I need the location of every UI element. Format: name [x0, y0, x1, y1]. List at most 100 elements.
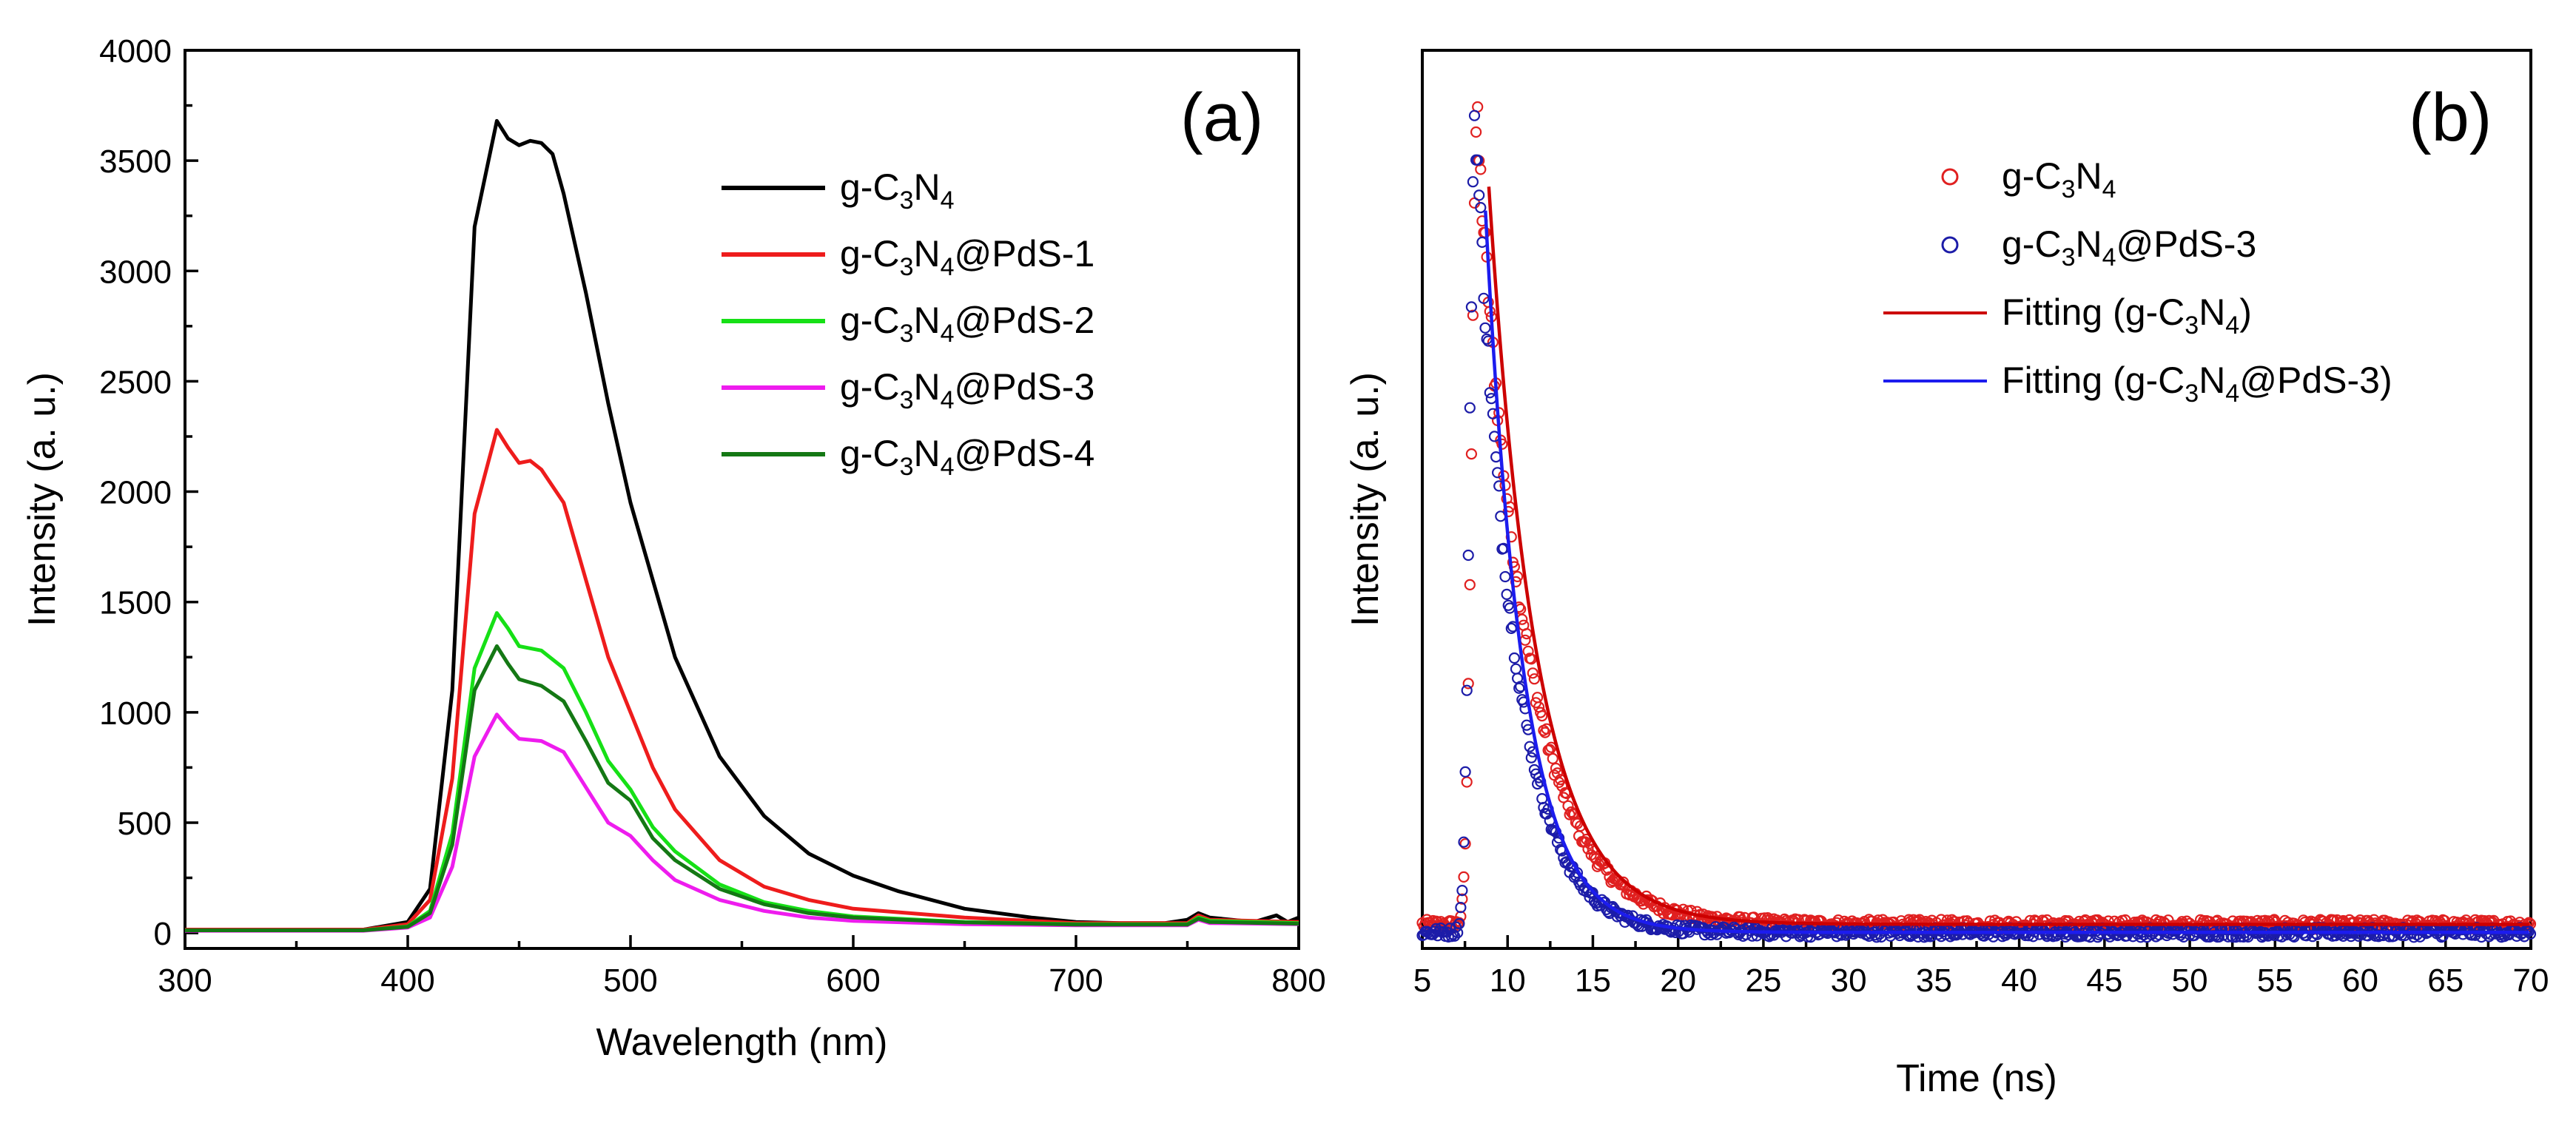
panel-b-point-0 [1459, 837, 1471, 850]
panel-b-x-tick-label: 5 [1413, 963, 1431, 999]
panel-a-legend-label-2-part: 3 [900, 320, 914, 348]
panel-a-legend-label-4: g-C3N4@PdS-4 [840, 433, 1094, 481]
panel-b-legend-label-2-part: 4 [2225, 311, 2239, 340]
panel-b-legend-label-1-part: 4 [2102, 243, 2116, 272]
panel-a-legend-label-1-part: 3 [900, 253, 914, 281]
panel-b-legend-label-1-part: 3 [2062, 243, 2076, 272]
panel-a-legend-label-4-part: g-C [840, 433, 900, 474]
panel-a-legend-label-0-part: g-C [840, 166, 900, 208]
panel-b-point-1 [1462, 549, 1474, 562]
panel-b-point-0 [1521, 627, 1533, 640]
panel-a-x-tick-label: 300 [158, 963, 212, 999]
panel-b-legend-label-2: Fitting (g-C3N4) [2002, 291, 2252, 340]
panel-b-x-tick-label: 45 [2086, 963, 2122, 999]
panel-b-point-0 [1536, 709, 1548, 722]
panel-b-legend-label-1-part: N [2076, 223, 2102, 265]
panel-a-legend-label-1-part: g-C [840, 233, 900, 274]
panel-a-legend-label-3-part: N [914, 366, 941, 408]
panel-b-label: (b) [2409, 80, 2492, 155]
panel-b-legend-label-3-part: 4 [2225, 380, 2239, 408]
panel-b-point-1 [1495, 510, 1507, 522]
panel-b-legend-label-3-part: N [2199, 360, 2225, 401]
panel-b-point-0 [1456, 893, 1468, 905]
panel-b-point-1 [1456, 884, 1468, 897]
panel-b-point-1 [1485, 393, 1497, 405]
panel-b-ticks: 5 10 15 20 25 30 35 40 45 50 55 60 65 70 [1413, 935, 2549, 999]
panel-b-x-tick-label: 15 [1575, 963, 1611, 999]
panel-b-point-1 [1458, 836, 1470, 848]
panel-b-point-1 [1450, 921, 1462, 933]
panel-a-ticks: 300 400 500 600 700 800 0 500 1000 1500 2000 2500 30… [99, 33, 1326, 999]
panel-b-point-1 [1461, 684, 1473, 696]
panel-b-point-1 [1459, 766, 1471, 778]
panel-a: 300 400 500 600 700 800 0 500 1000 1500 2000 2500 30… [21, 33, 1326, 1064]
panel-b-point-0 [1527, 667, 1538, 679]
panel-a-legend-label-2-part: N [914, 300, 941, 341]
panel-b-y-axis-label: Intensity (a. u.) [1344, 372, 1387, 627]
panel-a-series-line-2 [185, 611, 1299, 932]
panel-b-legend-label-3-part: Fitting (g-C [2002, 360, 2185, 401]
panel-a-y-tick-label: 0 [154, 916, 172, 952]
panel-b-point-0 [1458, 871, 1470, 883]
panel-b-legend-label-1-part: @PdS-3 [2116, 223, 2257, 265]
panel-b-point-0 [1565, 806, 1577, 818]
panel-a-legend-label-3: g-C3N4@PdS-3 [840, 366, 1094, 414]
panel-b-x-tick-label: 40 [2001, 963, 2037, 999]
panel-b-scatter-1 [1416, 109, 2537, 943]
panel-a-series-line-4 [185, 644, 1299, 932]
panel-b-legend-label-2-part: ) [2239, 291, 2252, 333]
panel-b-point-0 [1550, 762, 1562, 775]
panel-b-x-tick-label: 30 [1831, 963, 1867, 999]
panel-b-point-0 [1464, 579, 1476, 591]
panel-b-series [1416, 101, 2537, 943]
panel-b-point-1 [1536, 792, 1548, 805]
panel-a-series-line-0 [185, 118, 1299, 932]
panel-a-legend-label-2-part: g-C [840, 300, 900, 341]
panel-a-y-tick-label: 3000 [99, 254, 172, 290]
panel-b-point-1 [1478, 292, 1490, 304]
panel-a-legend-label-3-part: 4 [941, 386, 955, 414]
panel-b-legend-label-1: g-C3N4@PdS-3 [2002, 223, 2256, 272]
panel-b-x-tick-label: 60 [2342, 963, 2378, 999]
panel-a-x-tick-label: 800 [1271, 963, 1325, 999]
panel-b-point-0 [1462, 678, 1474, 690]
panel-b-point-1 [1453, 917, 1465, 930]
panel-b-legend-label-1-part: g-C [2002, 223, 2062, 265]
panel-b-x-tick-label: 35 [1916, 963, 1952, 999]
panel-b-point-1 [1465, 301, 1478, 313]
panel-a-legend-label-0: g-C3N4 [840, 166, 955, 215]
panel-b-legend-label-0: g-C3N4 [2002, 155, 2116, 203]
panel-b-point-0 [1519, 634, 1531, 646]
panel-b-point-1 [1467, 176, 1479, 188]
panel-b-fit-line-3 [1484, 210, 2529, 934]
panel-b-point-0 [1496, 438, 1508, 450]
panel-a-legend-label-3-part: @PdS-3 [955, 366, 1095, 408]
panel-a-series-line-1 [185, 428, 1299, 932]
panel-a-y-tick-label: 2500 [99, 364, 172, 400]
panel-b-point-1 [1541, 808, 1553, 820]
panel-b-x-tick-label: 25 [1745, 963, 1781, 999]
panel-b-legend-label-0-part: N [2076, 155, 2102, 197]
panel-b-point-1 [1505, 622, 1517, 635]
panel-b-point-1 [1468, 109, 1481, 121]
panel-a-legend-label-0-part: 4 [941, 186, 955, 215]
panel-a-x-tick-label: 600 [826, 963, 880, 999]
panel-b-point-1 [1455, 901, 1467, 914]
panel-b-x-axis-label: Time (ns) [1896, 1057, 2057, 1100]
panel-a-legend-label-0-part: 3 [900, 186, 914, 215]
panel-a-legend-label-0-part: N [914, 166, 941, 208]
panel-a-legend-label-3-part: g-C [840, 366, 900, 408]
panel-a-y-tick-label: 1500 [99, 585, 172, 621]
panel-b-legend-label-2-part: Fitting (g-C [2002, 291, 2185, 333]
panel-b-x-tick-label: 10 [1490, 963, 1526, 999]
panel-a-legend-label-4-part: 4 [941, 453, 955, 481]
panel-a-legend-label-1-part: N [914, 233, 941, 274]
panel-b-point-0 [1470, 126, 1482, 138]
panel-b-legend-label-3-part: @PdS-3) [2239, 360, 2392, 401]
panel-b-point-1 [1510, 663, 1522, 675]
panel-a-x-tick-label: 400 [380, 963, 434, 999]
panel-b-legend-label-0-part: g-C [2002, 155, 2062, 197]
panel-a-legend-label-4-part: @PdS-4 [955, 433, 1095, 474]
panel-b-point-1 [1479, 322, 1491, 334]
